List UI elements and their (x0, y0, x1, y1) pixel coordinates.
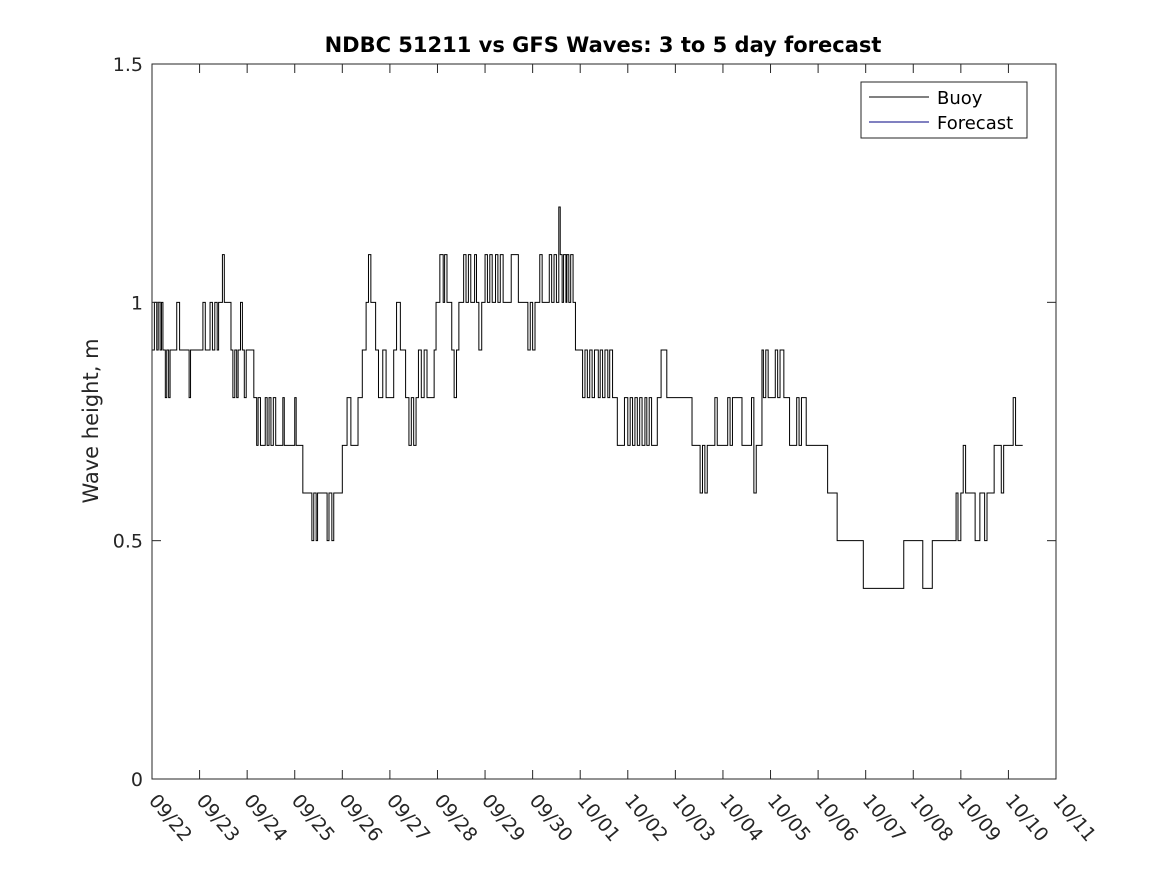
legend-buoy-label: Buoy (937, 88, 983, 109)
y-tick-label: 1 (131, 292, 143, 314)
axes-box (151, 63, 1057, 780)
legend-box (860, 81, 1028, 139)
y-tick-label: 0.5 (113, 531, 143, 553)
plot-area (152, 64, 1056, 779)
series-line-buoy (152, 206, 1023, 589)
legend-forecast-label: Forecast (937, 113, 1013, 134)
chart-title: NDBC 51211 vs GFS Waves: 3 to 5 day fore… (325, 33, 882, 57)
y-axis-label: Wave height, m (79, 338, 103, 503)
y-axis-ticks: 0 0.5 1 1.5 (113, 54, 1056, 791)
y-tick-label: 1.5 (113, 54, 143, 76)
y-tick-label: 0 (131, 769, 143, 791)
legend: Buoy Forecast (860, 81, 1028, 139)
series-layer (152, 206, 1023, 589)
